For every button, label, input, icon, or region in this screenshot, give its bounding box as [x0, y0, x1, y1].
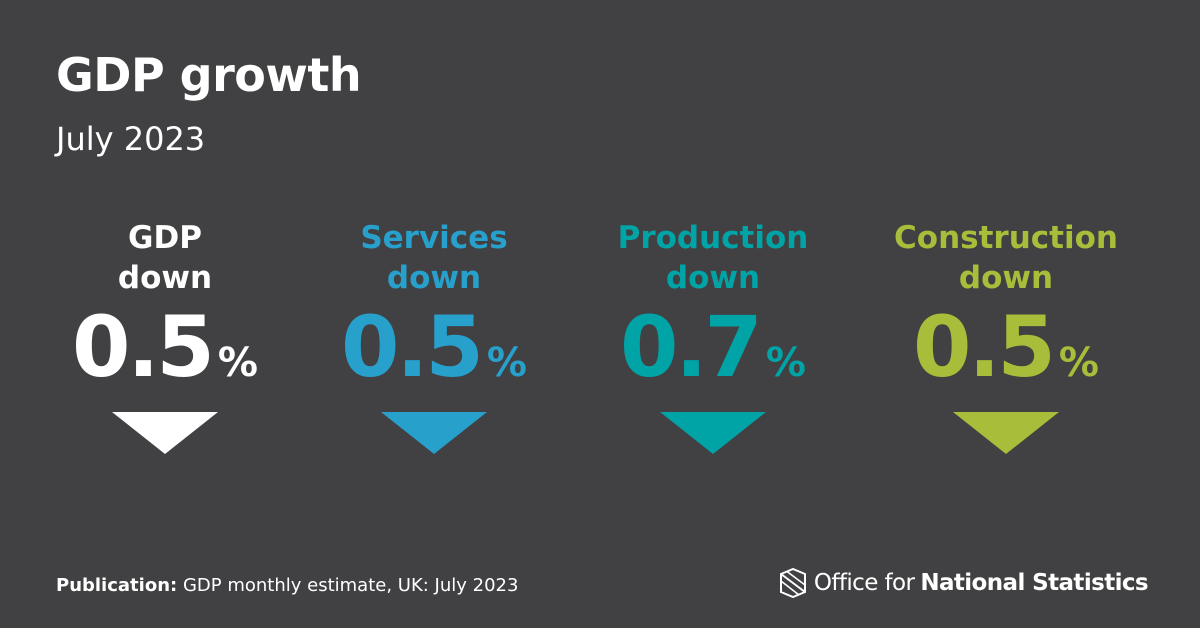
- tile-services-label-line1: Services: [360, 220, 508, 256]
- tile-gdp: GDP down 0.5 %: [25, 218, 305, 454]
- tile-production-value: 0.7 %: [620, 304, 806, 390]
- tile-services-label-line2: down: [386, 260, 482, 296]
- publication-label: Publication:: [56, 575, 178, 596]
- tile-gdp-value: 0.5 %: [72, 304, 258, 390]
- tile-services-number: 0.5: [341, 298, 484, 396]
- logo-text-light: Office for: [813, 570, 915, 596]
- down-arrow-icon: [953, 412, 1059, 454]
- tile-production-number: 0.7: [620, 298, 763, 396]
- down-arrow-icon: [381, 412, 487, 454]
- page-title: GDP growth: [56, 48, 362, 102]
- tile-services: Services down 0.5 %: [294, 218, 574, 454]
- tile-production-unit: %: [765, 340, 806, 386]
- tile-gdp-unit: %: [217, 340, 258, 386]
- logo-text-bold: National Statistics: [920, 570, 1148, 596]
- ons-logo: Office for National Statistics: [778, 568, 1149, 598]
- tile-construction-number: 0.5: [913, 298, 1056, 396]
- tile-construction-label-line1: Construction: [894, 220, 1118, 256]
- down-arrow-icon: [660, 412, 766, 454]
- tile-gdp-label-line1: GDP: [128, 220, 202, 256]
- tile-services-unit: %: [486, 340, 527, 386]
- tile-construction-unit: %: [1058, 340, 1099, 386]
- tile-construction-value: 0.5 %: [913, 304, 1099, 390]
- page-subtitle: July 2023: [56, 120, 206, 158]
- tile-gdp-number: 0.5: [72, 298, 215, 396]
- publication-footer: Publication: GDP monthly estimate, UK: J…: [56, 575, 518, 596]
- tile-construction-label-line2: down: [958, 260, 1054, 296]
- tile-services-value: 0.5 %: [341, 304, 527, 390]
- tile-production-label-line1: Production: [617, 220, 809, 256]
- tile-construction: Construction down 0.5 %: [866, 218, 1146, 454]
- tile-production: Production down 0.7 %: [573, 218, 853, 454]
- publication-text: GDP monthly estimate, UK: July 2023: [182, 575, 519, 596]
- tile-production-label-line2: down: [665, 260, 761, 296]
- ons-logo-icon: [779, 568, 806, 598]
- down-arrow-icon: [112, 412, 218, 454]
- tile-gdp-label-line2: down: [117, 260, 213, 296]
